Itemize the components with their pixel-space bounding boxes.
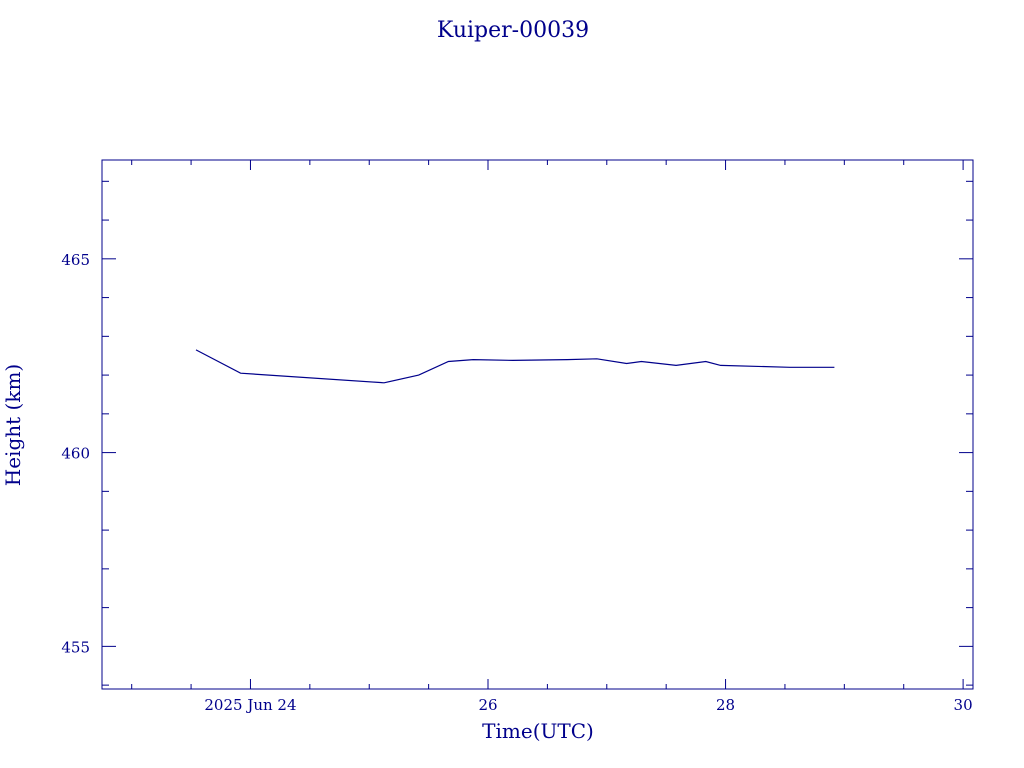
series-layer bbox=[195, 349, 835, 384]
y-axis-label: Height (km) bbox=[1, 364, 25, 486]
x-tick-label: 28 bbox=[716, 696, 735, 714]
tick-labels: 2025 Jun 24 26 28 30 455 460 465 bbox=[61, 251, 972, 714]
series-line bbox=[195, 349, 835, 384]
x-tick-label: 26 bbox=[478, 696, 497, 714]
y-tick-label: 455 bbox=[61, 638, 90, 656]
x-axis-label: Time(UTC) bbox=[482, 719, 594, 743]
plot-frame bbox=[101, 159, 974, 690]
y-tick-label: 465 bbox=[61, 251, 90, 269]
x-tick-label: 2025 Jun 24 bbox=[204, 696, 296, 714]
x-tick-label: 30 bbox=[954, 696, 973, 714]
y-tick-label: 460 bbox=[61, 445, 90, 463]
chart-title: Kuiper-00039 bbox=[437, 18, 589, 43]
axis-ticks bbox=[102, 160, 973, 689]
